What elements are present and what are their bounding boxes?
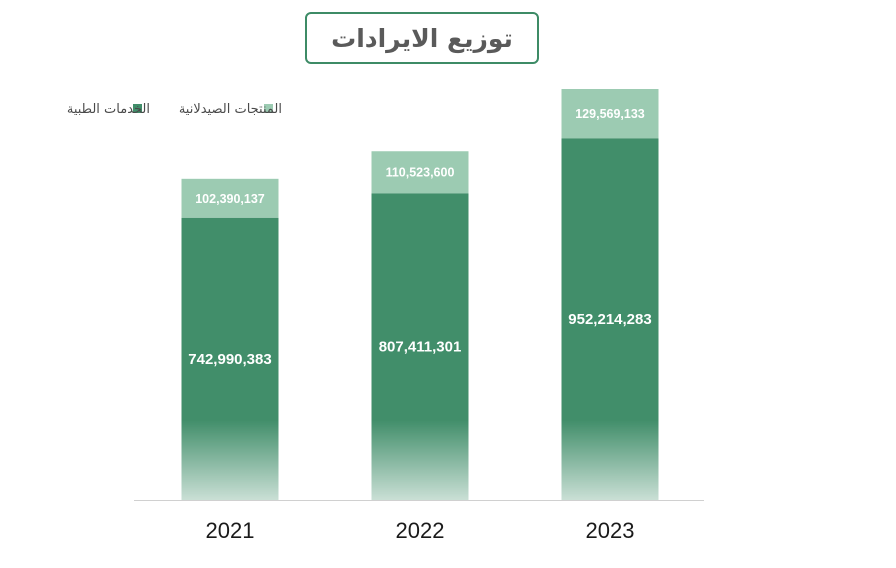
x-axis-label-2023: 2023 [586, 518, 635, 543]
data-label-pharmaceutical-products-2023: 129,569,133 [575, 107, 645, 121]
bar-fade-overlay-2021 [181, 420, 279, 500]
chart-title-text: توزيع الايرادات [331, 23, 513, 53]
bar-pharmaceutical-products-2022 [371, 151, 469, 194]
legend-swatch-pharmaceutical-products [264, 104, 273, 113]
data-label-medical-services-2023: 952,214,283 [568, 311, 651, 328]
x-axis-label-2021: 2021 [206, 518, 255, 543]
legend-swatch-medical-services [133, 104, 142, 113]
data-label-pharmaceutical-products-2022: 110,523,600 [386, 166, 455, 180]
legend-label-medical-services: الخدمات الطبية [67, 102, 150, 117]
bar-pharmaceutical-products-2021 [181, 178, 279, 218]
data-label-medical-services-2022: 807,411,301 [379, 339, 462, 356]
data-label-medical-services-2021: 742,990,383 [188, 351, 271, 368]
data-label-pharmaceutical-products-2021: 102,390,137 [195, 192, 265, 206]
bar-fade-overlay-2023 [561, 420, 659, 500]
legend-label-pharmaceutical-products: المنتجات الصيدلانية [179, 102, 282, 117]
bar-pharmaceutical-products-2023 [561, 89, 659, 139]
x-axis-label-2022: 2022 [396, 518, 445, 543]
chart-title: توزيع الايرادات [305, 12, 539, 64]
bar-fade-overlay-2022 [371, 420, 469, 500]
